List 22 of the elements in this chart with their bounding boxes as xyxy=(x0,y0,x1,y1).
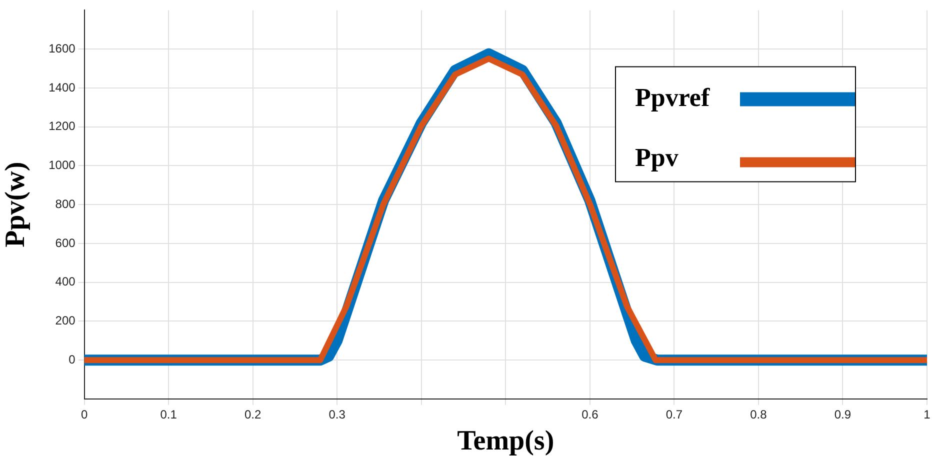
legend-label: Ppv xyxy=(635,142,678,172)
y-tick-label: 0 xyxy=(68,352,76,366)
y-tick-label: 600 xyxy=(55,236,76,250)
x-tick-label: 0.8 xyxy=(750,408,768,422)
y-tick-label: 1200 xyxy=(48,119,76,134)
legend-label: Ppvref xyxy=(635,82,710,112)
x-tick-label: 0.1 xyxy=(160,408,178,422)
x-tick-label: 0.9 xyxy=(834,408,852,422)
x-tick-label: 0.3 xyxy=(328,408,346,422)
x-axis-title: Temp(s) xyxy=(457,425,554,456)
y-tick-label: 1000 xyxy=(48,158,76,172)
y-tick-label: 400 xyxy=(55,274,76,289)
x-tick-label: 0 xyxy=(80,408,88,422)
x-tick-label: 1 xyxy=(924,408,931,422)
x-tick-label: 0.2 xyxy=(244,408,262,422)
y-tick-label: 1400 xyxy=(48,80,76,94)
x-tick-label: 0.6 xyxy=(582,408,599,422)
y-axis-title: Ppv(w) xyxy=(0,162,32,248)
y-tick-label: 200 xyxy=(55,314,76,328)
x-tick-label: 0.7 xyxy=(666,408,683,422)
y-tick-label: 800 xyxy=(55,196,76,211)
y-tick-label: 1600 xyxy=(48,41,76,56)
